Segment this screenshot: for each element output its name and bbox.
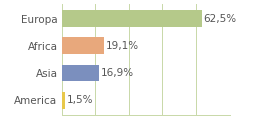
- Text: 62,5%: 62,5%: [203, 14, 237, 24]
- Text: 19,1%: 19,1%: [106, 41, 139, 51]
- Text: 1,5%: 1,5%: [67, 95, 93, 105]
- Bar: [62, 37, 104, 54]
- Bar: [62, 65, 99, 81]
- Bar: [62, 92, 65, 109]
- Bar: [62, 10, 202, 27]
- Text: 16,9%: 16,9%: [101, 68, 134, 78]
